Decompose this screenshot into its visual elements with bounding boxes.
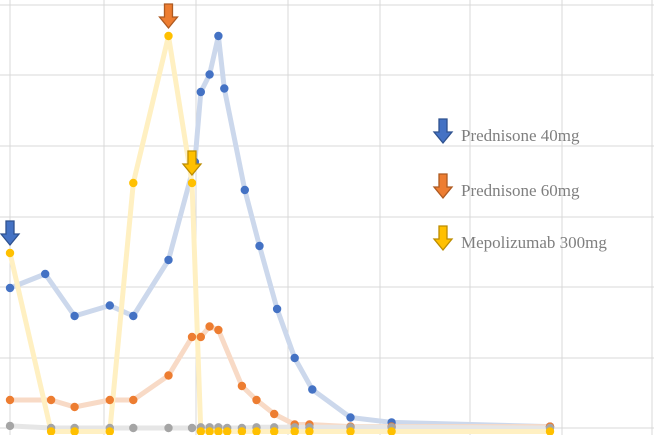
data-point-orange [70,402,79,412]
data-point-blue [70,311,79,321]
data-point-gold [5,248,15,258]
data-point-blue [164,255,173,265]
data-point-gold [164,31,173,41]
data-point-orange [214,325,223,335]
legend-label: Prednisone 60mg [461,181,580,200]
data-point-gray [164,423,173,433]
data-point-blue [346,413,355,422]
data-point-orange [205,322,214,331]
data-point-blue [290,353,299,363]
event-markers [0,3,203,247]
data-point-blue [214,31,223,41]
series-line-orange [7,324,553,430]
legend: Prednisone 40mg Prednisone 60mg Mepolizuma… [432,118,607,252]
series-line-blue [7,33,553,430]
legend-item-orange: Prednisone 60mg [432,173,580,200]
data-point-gold [290,427,299,435]
data-point-gold [129,178,138,188]
down-arrow-icon-gold [181,150,203,177]
down-arrow-icon [432,225,454,252]
down-arrow-icon [432,173,454,200]
data-point-gold [545,427,555,435]
series-line-gray [7,423,553,431]
data-point-gold [214,427,223,435]
data-point-blue [205,70,214,79]
legend-item-gold: Mepolizumab 300mg [432,225,607,252]
data-point-blue [105,301,115,310]
data-point-gold [70,427,79,435]
data-point-orange [196,332,205,342]
data-point-gold [46,427,56,435]
data-point-orange [270,409,279,419]
data-point-gray [187,423,197,433]
data-point-orange [237,381,247,391]
down-arrow-icon [432,118,454,145]
data-point-gold [187,178,197,188]
data-point-blue [240,185,249,195]
data-point-gold [205,427,214,435]
data-point-gold [346,427,355,435]
data-point-blue [272,304,282,314]
data-point-orange [252,395,261,405]
data-point-blue [220,84,229,93]
data-point-gold [196,427,205,435]
data-point-orange [129,395,138,405]
data-point-blue [41,269,50,279]
data-point-gold [252,427,261,435]
down-arrow-icon-blue [0,220,21,247]
data-point-orange [5,395,15,405]
data-point-orange [105,395,115,405]
data-point-orange [46,395,56,405]
legend-label: Mepolizumab 300mg [461,233,607,252]
data-point-blue [196,87,205,97]
data-point-blue [308,385,317,394]
data-point-gray [129,423,138,433]
data-point-gold [237,427,247,435]
data-point-blue [255,241,264,251]
data-point-gold [387,427,396,435]
legend-item-blue: Prednisone 40mg [432,118,580,145]
data-point-gold [305,427,314,435]
data-point-blue [129,311,138,321]
legend-label: Prednisone 40mg [461,126,580,145]
data-point-gold [105,427,114,435]
data-point-gray [5,421,15,431]
down-arrow-icon-orange [158,3,179,30]
data-point-blue [5,283,15,293]
data-point-orange [187,332,197,342]
series-points [5,31,555,435]
data-point-orange [164,371,173,380]
data-point-gold [270,427,279,435]
data-point-gold [223,427,232,435]
